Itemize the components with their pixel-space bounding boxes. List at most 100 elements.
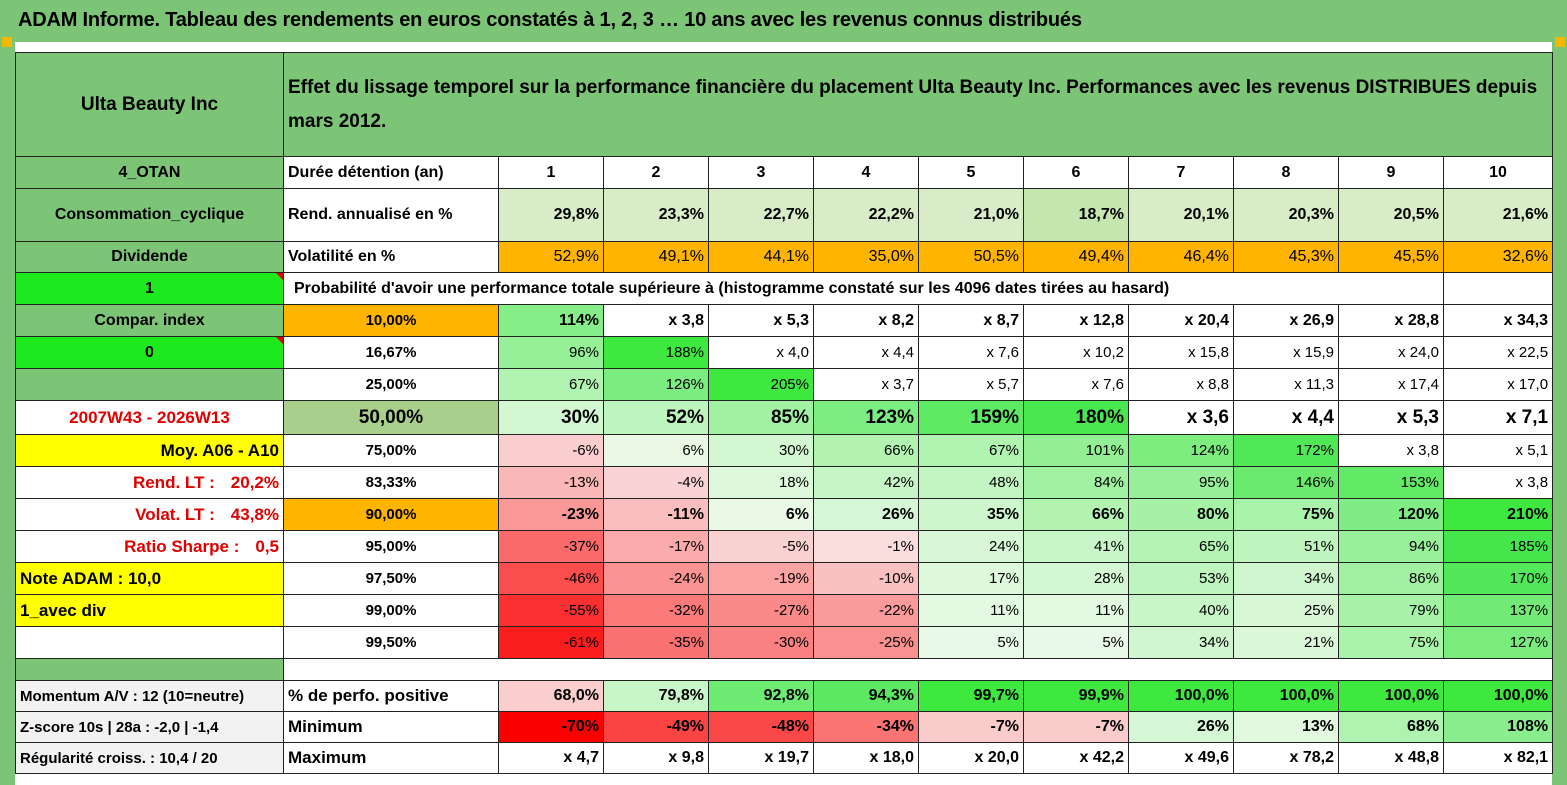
probability-value: 124% (1128, 434, 1234, 467)
probability-value: 30% (708, 434, 814, 467)
stats-value: x 42,2 (1023, 742, 1129, 774)
stats-label: Maximum (283, 742, 499, 774)
stats-value: 108% (1442, 711, 1554, 743)
probability-value: 40% (1128, 594, 1234, 627)
year-header: 3 (708, 156, 814, 189)
probability-value: x 5,7 (918, 368, 1024, 401)
probability-value: 48% (918, 466, 1024, 499)
probability-value: -30% (708, 626, 814, 659)
stats-value: 68% (1338, 711, 1444, 743)
probability-value: -32% (603, 594, 709, 627)
probability-value: 18% (708, 466, 814, 499)
probability-value: 75% (1233, 498, 1339, 531)
year-header: 6 (1023, 156, 1129, 189)
probability-value: 123% (813, 400, 919, 435)
lt-metric-label: Volat. LT : (135, 504, 215, 524)
volatility-value: 45,5% (1338, 241, 1444, 273)
probability-value: 6% (603, 434, 709, 467)
stats-row: Régularité croiss. : 10,4 / 20 Maximum x 4… (15, 742, 1554, 774)
probability-value: 24% (918, 530, 1024, 563)
probability-value: x 28,8 (1338, 304, 1444, 337)
year-header: 10 (1442, 156, 1554, 189)
left-label: Moy. A06 - A10 (15, 434, 284, 467)
left-border (0, 42, 15, 785)
dividend-label: Dividende (15, 241, 284, 273)
threshold-percent: 95,00% (283, 530, 499, 563)
lt-metric-value: 43,8% (230, 504, 279, 524)
year-header: 9 (1338, 156, 1444, 189)
threshold-percent: 99,00% (283, 594, 499, 627)
probability-value: x 4,4 (813, 336, 919, 369)
probability-value: 101% (1023, 434, 1129, 467)
lt-metric-sharpe: Ratio Sharpe : 0,5 (15, 530, 284, 563)
probability-value: 28% (1023, 562, 1129, 595)
stats-value: -48% (708, 711, 814, 743)
probability-value: x 15,9 (1233, 336, 1339, 369)
stats-value: 92,8% (708, 680, 814, 712)
probability-row: Volat. LT : 43,8% 90,00% -23% -11% 6% 26% 35% 66… (15, 498, 1554, 531)
stats-value: x 20,0 (918, 742, 1024, 774)
probability-value: x 8,8 (1128, 368, 1234, 401)
probability-value: 17% (918, 562, 1024, 595)
stats-label: % de perfo. positive (283, 680, 499, 712)
flag-one: 1 (15, 272, 284, 305)
probability-value: 85% (708, 400, 814, 435)
probability-value: 75% (1338, 626, 1444, 659)
volatility-value: 45,3% (1233, 241, 1339, 273)
probability-value: 172% (1233, 434, 1339, 467)
probability-value: x 8,2 (813, 304, 919, 337)
probability-value: -46% (498, 562, 604, 595)
probability-value: 137% (1442, 594, 1554, 627)
left-label (15, 368, 284, 401)
probability-value: x 3,8 (1442, 466, 1554, 499)
probability-value: 41% (1023, 530, 1129, 563)
probability-value: 25% (1233, 594, 1339, 627)
year-header: 7 (1128, 156, 1234, 189)
threshold-percent: 50,00% (283, 400, 499, 435)
volatility-value: 32,6% (1442, 241, 1554, 273)
stats-value: 68,0% (498, 680, 604, 712)
spacer-row (15, 658, 1554, 681)
probability-value: x 5,1 (1442, 434, 1554, 467)
probability-row: 0 16,67% 96% 188% x 4,0 x 4,4 x 7,6 x 10,2 x 15,… (15, 336, 1554, 369)
probability-value: 5% (918, 626, 1024, 659)
performance-table: Ulta Beauty Inc Effet du lissage tempore… (15, 52, 1554, 774)
probability-value: 21% (1233, 626, 1339, 659)
probability-value: x 34,3 (1442, 304, 1554, 337)
stats-value: x 4,7 (498, 742, 604, 774)
sector-name: Consommation_cyclique (15, 188, 284, 242)
probability-value: x 5,3 (708, 304, 814, 337)
probability-value: -17% (603, 530, 709, 563)
probability-value: 52% (603, 400, 709, 435)
year-header: 1 (498, 156, 604, 189)
probability-value: x 15,8 (1128, 336, 1234, 369)
stats-value: 13% (1233, 711, 1339, 743)
probability-value: 79% (1338, 594, 1444, 627)
probability-value: x 24,0 (1338, 336, 1444, 369)
probability-value: 95% (1128, 466, 1234, 499)
spacer-left (15, 658, 284, 681)
threshold-percent: 10,00% (283, 304, 499, 337)
probability-value: 35% (918, 498, 1024, 531)
annualized-return-value: 22,7% (708, 188, 814, 242)
stats-value: -34% (813, 711, 919, 743)
probability-value: -11% (603, 498, 709, 531)
stats-value: x 49,6 (1128, 742, 1234, 774)
stats-row: Z-score 10s | 28a : -2,0 | -1,4 Minimum -7… (15, 711, 1554, 743)
probability-value: x 5,3 (1338, 400, 1444, 435)
probability-value: 205% (708, 368, 814, 401)
year-header: 2 (603, 156, 709, 189)
volatility-value: 35,0% (813, 241, 919, 273)
left-label (15, 626, 284, 659)
lt-metric-value: 20,2% (230, 472, 279, 492)
probability-value: -61% (498, 626, 604, 659)
stats-value: 100,0% (1233, 680, 1339, 712)
probability-value: -1% (813, 530, 919, 563)
title-bar: ADAM Informe. Tableau des rendements en … (0, 0, 1567, 42)
probability-value: -23% (498, 498, 604, 531)
stats-value: -7% (918, 711, 1024, 743)
right-border (1552, 42, 1567, 785)
probability-value: -6% (498, 434, 604, 467)
probability-row: Moy. A06 - A10 75,00% -6% 6% 30% 66% 67% 101% 12… (15, 434, 1554, 467)
probability-value: x 3,6 (1128, 400, 1234, 435)
